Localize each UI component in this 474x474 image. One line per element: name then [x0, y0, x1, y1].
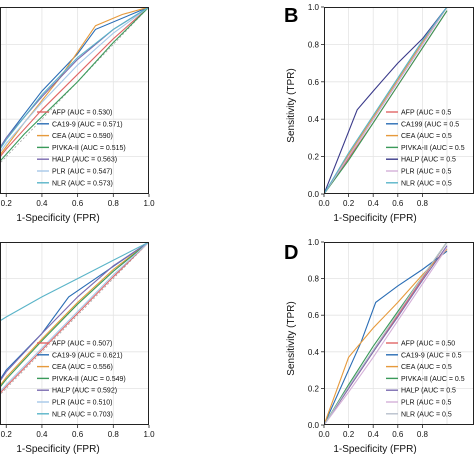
y-tick-label: 1.0 [308, 3, 320, 12]
x-tick-label: 0.0 [318, 430, 330, 439]
legend: AFP (AUC = 0.530) CA19-9 (AUC = 0.571) CEA… [37, 110, 126, 187]
legend-entry: CA199 (AUC = 0.5 [401, 121, 459, 128]
legend: AFP (AUC = 0.50 CA19-9 (AUC = 0.5 CEA (AUC… [386, 341, 465, 418]
x-tick-label: 0.8 [417, 430, 429, 439]
series-line-5 [324, 245, 448, 425]
legend-entry: NLR (AUC = 0.573) [52, 180, 113, 187]
y-tick-label: 0.8 [308, 40, 320, 49]
legend-entry: HALP (AUC = 0.5 [401, 157, 456, 164]
y-tick-label: 0.6 [308, 78, 320, 87]
chart-panel-4: AFP (AUC = 0.50 CA19-9 (AUC = 0.5 CEA (AUC… [284, 238, 474, 455]
series-line-2 [324, 250, 448, 425]
x-tick-label: 0.4 [368, 199, 380, 208]
x-axis-label: 1-Specificity (FPR) [333, 444, 416, 455]
series-line-7 [324, 7, 448, 194]
legend-entry: NLR (AUC = 0.5 [401, 180, 452, 187]
legend-entry: CEA (AUC = 0.5 [401, 133, 452, 140]
x-axis-label: 1-Specificity (FPR) [333, 213, 416, 224]
legend-entry: HALP (AUC = 0.5 [401, 388, 456, 395]
plot-frame [0, 7, 149, 194]
y-axis-label: Sensitivity (TPR) [286, 68, 297, 142]
x-tick-label: 0.8 [108, 430, 120, 439]
legend-entry: HALP (AUC = 0.563) [52, 157, 117, 164]
legend-entry: AFP (AUC = 0.50 [401, 341, 455, 348]
y-tick-label: 0.4 [308, 348, 320, 357]
legend: AFP (AUC = 0.5 CA199 (AUC = 0.5 CEA (AUC =… [386, 110, 465, 187]
plot-background [0, 242, 149, 425]
x-tick-label: 1.0 [143, 199, 155, 208]
y-tick-label: 0.6 [308, 311, 320, 320]
x-tick-label: 0.4 [36, 199, 48, 208]
x-tick-label: 0.2 [1, 430, 13, 439]
panel-label: D [284, 242, 298, 264]
x-tick-label: 0.2 [343, 199, 355, 208]
series-line-3 [324, 7, 448, 194]
x-axis-label: 1-Specificity (FPR) [16, 213, 99, 224]
x-tick-label: 0.4 [36, 430, 48, 439]
legend-entry: PLR (AUC = 0.5 [401, 400, 451, 407]
series-line-6 [324, 7, 448, 194]
y-tick-label: 0.4 [308, 115, 320, 124]
legend-entry: CEA (AUC = 0.590) [52, 133, 113, 140]
y-tick-label: 0.2 [308, 153, 320, 162]
legend-entry: PIVKA-II (AUC = 0.549) [52, 376, 126, 383]
legend-entry: CEA (AUC = 0.5 [401, 364, 452, 371]
legend: AFP (AUC = 0.507) CA19-9 (AUC = 0.621) CEA… [37, 341, 126, 418]
series-line-6 [324, 247, 448, 425]
y-axis-label: Sensitivity (TPR) [286, 301, 297, 375]
legend-entry: CA19-9 (AUC = 0.621) [52, 352, 123, 359]
chart-panel-1: AFP (AUC = 0.530) CA19-9 (AUC = 0.571) CEA… [0, 7, 155, 224]
panel-label: B [284, 5, 298, 27]
y-tick-label: 0.0 [308, 190, 320, 199]
series-line-3 [0, 7, 149, 156]
x-tick-label: 0.6 [392, 199, 404, 208]
legend-entry: PIVKA-II (AUC = 0.5 [401, 145, 465, 152]
x-tick-label: 0.2 [1, 199, 13, 208]
y-tick-label: 0.0 [308, 421, 320, 430]
legend-entry: PIVKA-II (AUC = 0.5 [401, 376, 465, 383]
x-tick-label: 0.2 [343, 430, 355, 439]
series-line-5 [324, 7, 448, 194]
y-tick-label: 0.2 [308, 384, 320, 393]
chart-panel-3: AFP (AUC = 0.507) CA19-9 (AUC = 0.621) CEA… [0, 242, 155, 455]
legend-entry: CEA (AUC = 0.556) [52, 364, 113, 371]
legend-entry: HALP (AUC = 0.592) [52, 388, 117, 395]
reference-diagonal [0, 7, 149, 164]
legend-entry: PLR (AUC = 0.5 [401, 169, 451, 176]
legend-entry: AFP (AUC = 0.530) [52, 110, 112, 117]
chart-panel-2: AFP (AUC = 0.5 CA199 (AUC = 0.5 CEA (AUC =… [284, 3, 474, 224]
series-line-4 [324, 10, 448, 194]
series-line-7 [324, 242, 448, 425]
x-tick-label: 0.0 [318, 199, 330, 208]
y-tick-label: 1.0 [308, 238, 320, 247]
x-tick-label: 0.6 [392, 430, 404, 439]
reference-diagonal [0, 242, 149, 396]
plot-background [324, 242, 474, 425]
legend-entry: PLR (AUC = 0.510) [52, 400, 113, 407]
legend-entry: PLR (AUC = 0.547) [52, 169, 113, 176]
x-tick-label: 0.6 [72, 430, 84, 439]
plot-background [0, 7, 149, 194]
x-tick-label: 0.4 [368, 430, 380, 439]
x-axis-label: 1-Specificity (FPR) [16, 444, 99, 455]
legend-entry: PIVKA-II (AUC = 0.515) [52, 145, 126, 152]
plot-background [324, 7, 474, 194]
legend-entry: AFP (AUC = 0.507) [52, 341, 112, 348]
x-tick-label: 0.8 [108, 199, 120, 208]
legend-entry: CA19-9 (AUC = 0.5 [401, 352, 462, 359]
x-tick-label: 0.8 [417, 199, 429, 208]
x-tick-label: 1.0 [143, 430, 155, 439]
series-line-4 [0, 7, 149, 162]
x-tick-label: 0.6 [72, 199, 84, 208]
legend-entry: CA19-9 (AUC = 0.571) [52, 121, 123, 128]
legend-entry: AFP (AUC = 0.5 [401, 110, 451, 117]
plot-frame [0, 242, 149, 425]
y-tick-label: 0.8 [308, 275, 320, 284]
legend-entry: NLR (AUC = 0.5 [401, 411, 452, 418]
legend-entry: NLR (AUC = 0.703) [52, 411, 113, 418]
